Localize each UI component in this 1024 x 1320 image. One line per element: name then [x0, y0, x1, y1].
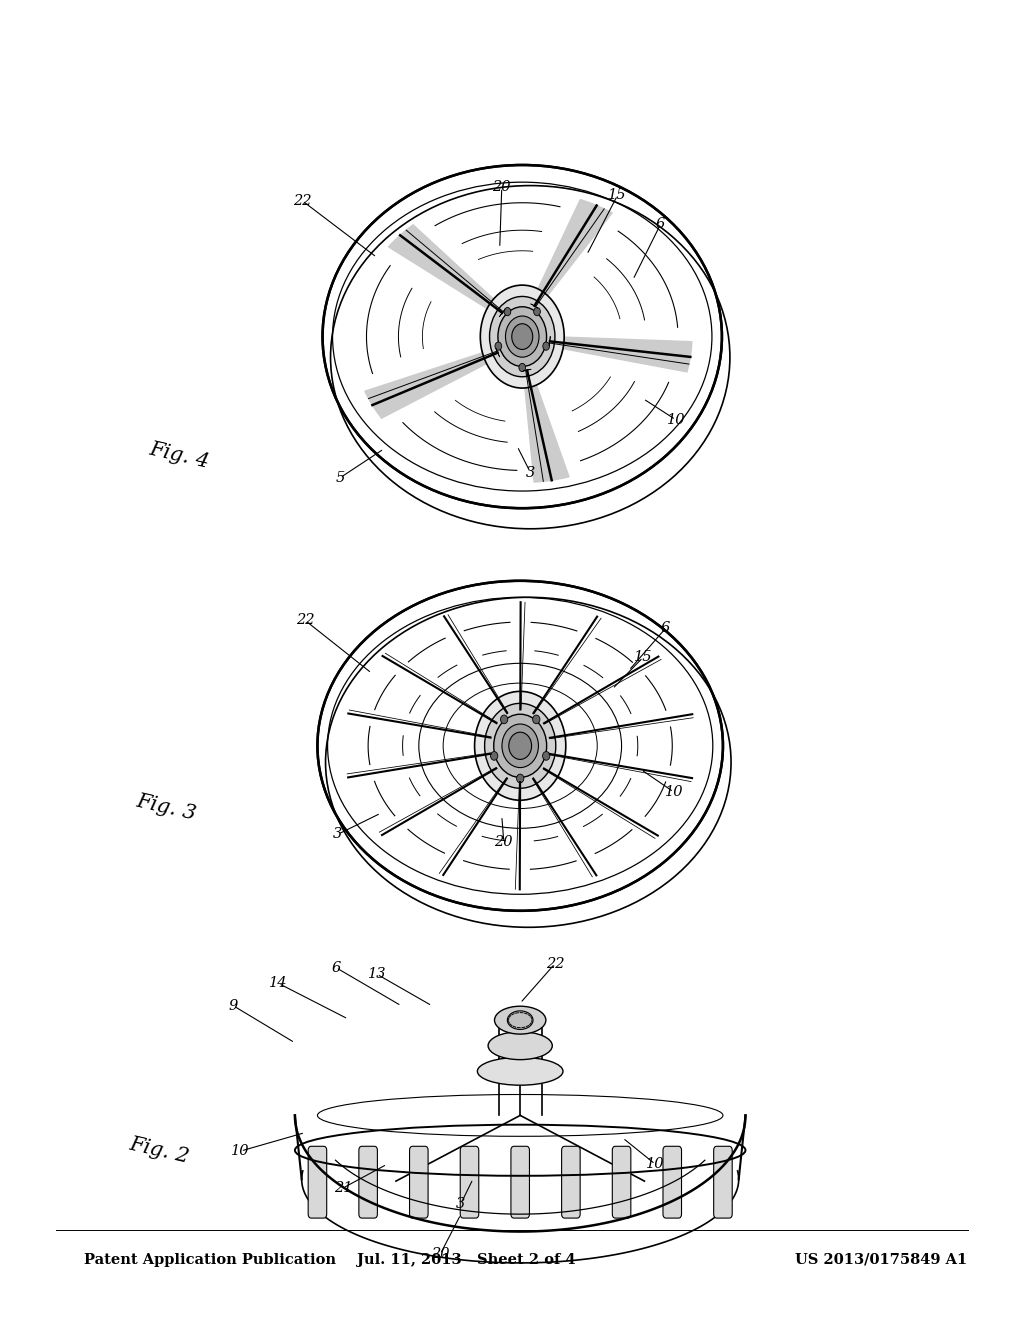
Ellipse shape [509, 733, 531, 759]
Text: Fig. 4: Fig. 4 [147, 440, 211, 471]
Text: 9: 9 [228, 999, 239, 1012]
Text: 6: 6 [660, 622, 671, 635]
Text: 6: 6 [655, 218, 666, 231]
FancyBboxPatch shape [714, 1146, 732, 1218]
Ellipse shape [504, 308, 511, 315]
Ellipse shape [506, 315, 539, 358]
Polygon shape [549, 337, 692, 372]
Text: 20: 20 [493, 181, 511, 194]
Text: 14: 14 [269, 977, 288, 990]
Text: 10: 10 [665, 785, 683, 799]
Text: US 2013/0175849 A1: US 2013/0175849 A1 [795, 1253, 967, 1267]
Ellipse shape [480, 285, 564, 388]
Text: Fig. 2: Fig. 2 [127, 1135, 190, 1167]
FancyBboxPatch shape [410, 1146, 428, 1218]
Polygon shape [365, 348, 500, 418]
Text: 20: 20 [495, 836, 513, 849]
Text: 3: 3 [333, 828, 343, 841]
Text: 10: 10 [667, 413, 685, 426]
Text: 6: 6 [331, 961, 341, 974]
Ellipse shape [490, 751, 498, 760]
Ellipse shape [498, 306, 547, 367]
Text: 21: 21 [334, 1181, 352, 1195]
Text: 10: 10 [231, 1144, 250, 1158]
Ellipse shape [488, 1032, 552, 1060]
Ellipse shape [489, 297, 555, 376]
FancyBboxPatch shape [663, 1146, 682, 1218]
Text: Patent Application Publication: Patent Application Publication [84, 1253, 336, 1267]
Ellipse shape [495, 1006, 546, 1034]
Polygon shape [523, 370, 569, 482]
Text: Jul. 11, 2013   Sheet 2 of 4: Jul. 11, 2013 Sheet 2 of 4 [356, 1253, 575, 1267]
Ellipse shape [512, 323, 532, 350]
Text: 3: 3 [456, 1197, 466, 1210]
Text: Fig. 3: Fig. 3 [134, 792, 198, 824]
Ellipse shape [502, 723, 539, 767]
Polygon shape [530, 199, 612, 308]
Text: 5: 5 [335, 471, 345, 484]
FancyBboxPatch shape [511, 1146, 529, 1218]
FancyBboxPatch shape [308, 1146, 327, 1218]
Ellipse shape [323, 165, 722, 508]
Text: 10: 10 [646, 1158, 665, 1171]
Ellipse shape [494, 714, 547, 777]
Ellipse shape [532, 715, 540, 723]
Text: 13: 13 [368, 968, 386, 981]
Text: 15: 15 [634, 651, 652, 664]
Text: 22: 22 [546, 957, 564, 970]
Ellipse shape [516, 774, 524, 783]
Ellipse shape [501, 715, 508, 723]
Ellipse shape [519, 363, 525, 372]
FancyBboxPatch shape [460, 1146, 479, 1218]
Ellipse shape [543, 751, 550, 760]
Ellipse shape [477, 1057, 563, 1085]
Ellipse shape [534, 308, 541, 315]
Ellipse shape [495, 342, 502, 350]
Text: 20: 20 [431, 1247, 450, 1261]
Ellipse shape [507, 1011, 534, 1030]
Ellipse shape [543, 342, 550, 350]
FancyBboxPatch shape [358, 1146, 378, 1218]
Text: 3: 3 [525, 466, 536, 479]
FancyBboxPatch shape [561, 1146, 581, 1218]
Ellipse shape [317, 581, 723, 911]
FancyBboxPatch shape [612, 1146, 631, 1218]
Text: 22: 22 [293, 194, 311, 207]
Ellipse shape [474, 692, 566, 800]
Text: 22: 22 [296, 614, 314, 627]
Text: 15: 15 [608, 189, 627, 202]
Polygon shape [388, 224, 505, 317]
Ellipse shape [484, 704, 556, 788]
